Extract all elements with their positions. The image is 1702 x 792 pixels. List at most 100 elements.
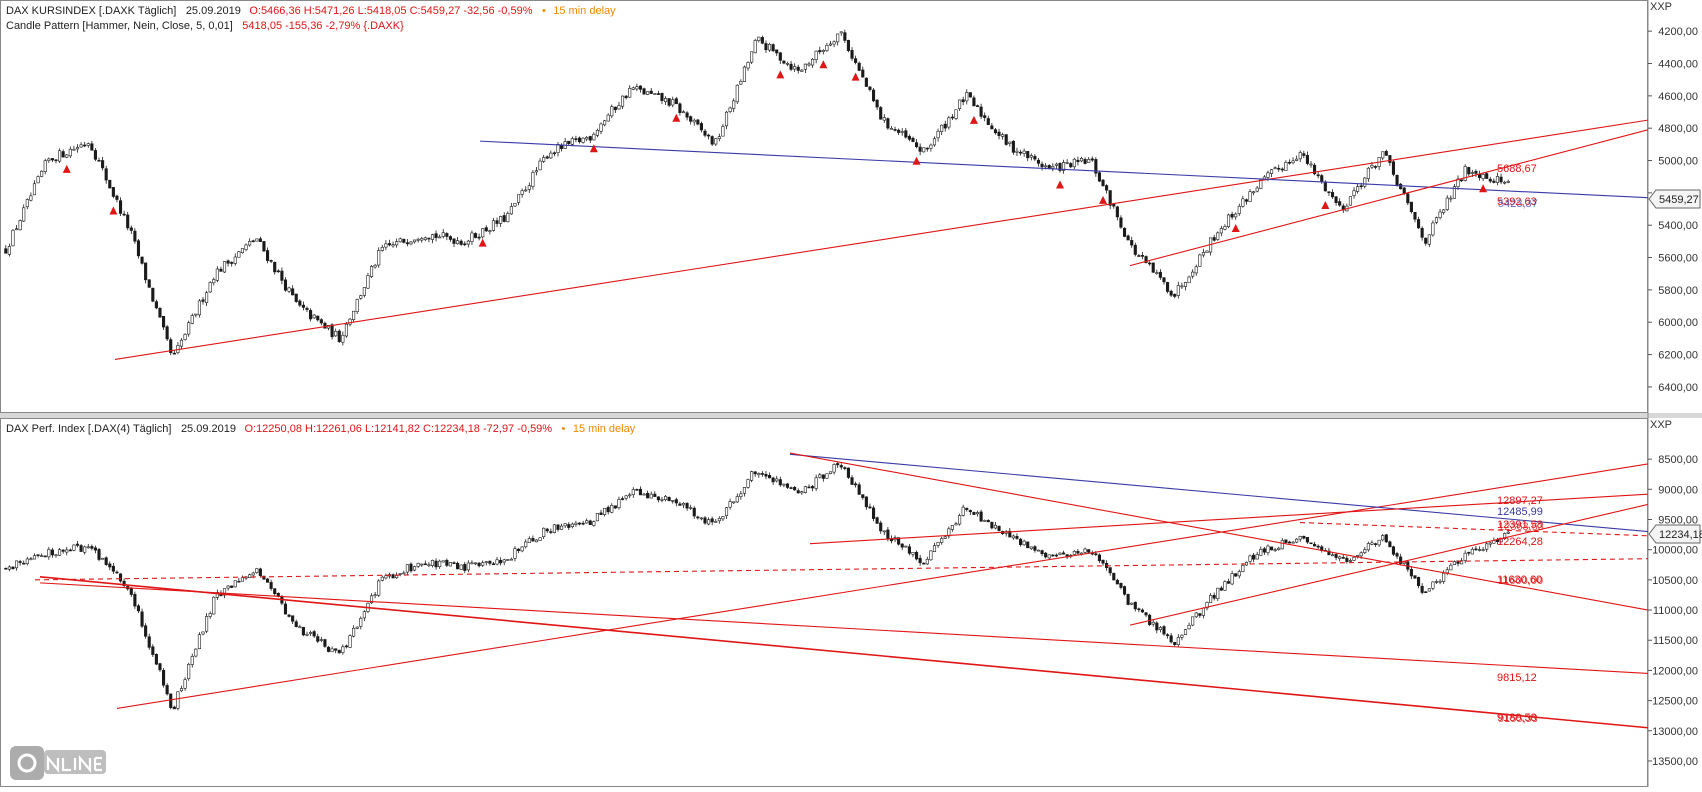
candle (811, 486, 815, 489)
trendline[interactable] (1129, 129, 1648, 267)
candle (208, 613, 212, 617)
panel-splitter[interactable] (0, 413, 1702, 418)
candle (1194, 612, 1198, 618)
hammer-signal-triangle (1231, 224, 1240, 233)
candle (1474, 171, 1478, 174)
candle (832, 41, 836, 45)
candle (965, 507, 969, 510)
candle (592, 133, 596, 141)
candle (395, 575, 399, 579)
hammer-signal-triangle (1099, 195, 1108, 204)
candle (1201, 607, 1205, 616)
candle (380, 576, 384, 581)
candle (1158, 271, 1162, 278)
candle (674, 499, 678, 504)
candle (646, 492, 650, 499)
candle (861, 494, 865, 498)
candle (1287, 541, 1292, 544)
candle (40, 555, 44, 557)
candle (352, 310, 356, 321)
candle (1366, 167, 1370, 179)
candle (1434, 581, 1439, 583)
candle (811, 58, 815, 66)
candle (488, 230, 492, 232)
candle (334, 648, 338, 651)
candle (147, 636, 151, 648)
candle (879, 522, 883, 532)
trendline[interactable] (789, 453, 1648, 533)
trendline[interactable] (34, 558, 1648, 581)
candle (506, 213, 510, 223)
candle (818, 50, 822, 53)
trendline[interactable] (809, 493, 1648, 545)
candle (1130, 602, 1134, 605)
candle (656, 93, 660, 95)
candle (785, 63, 790, 65)
candle (1449, 564, 1453, 571)
candle (43, 160, 47, 172)
hammer-signal-triangle (672, 113, 681, 122)
candle (710, 518, 714, 523)
candle (43, 555, 47, 558)
candle (111, 187, 115, 197)
candle (1488, 542, 1492, 545)
candle (592, 521, 596, 526)
candle (520, 190, 524, 195)
trendline[interactable] (114, 119, 1648, 360)
trendline[interactable] (789, 452, 1648, 611)
candle (904, 130, 908, 138)
candle (445, 233, 449, 237)
candle (509, 206, 513, 215)
trendline[interactable] (479, 140, 1648, 199)
candle (115, 195, 119, 200)
y-tick-label: 5800,00 (1658, 285, 1698, 297)
candle (1359, 552, 1363, 557)
candle (377, 580, 381, 596)
candle (1108, 567, 1112, 574)
candle (1348, 560, 1352, 562)
candle (190, 656, 194, 665)
candle (846, 467, 850, 478)
candle (1388, 541, 1392, 548)
candle (11, 566, 15, 570)
candle (258, 568, 262, 577)
candle (348, 635, 352, 648)
candle (620, 95, 625, 107)
candle (997, 525, 1001, 531)
trendline[interactable] (116, 463, 1648, 709)
trendline[interactable] (1299, 521, 1648, 537)
candle (1305, 154, 1309, 164)
candle (599, 512, 603, 515)
trendline[interactable] (39, 582, 1648, 674)
trendline[interactable] (39, 576, 1648, 729)
candle (1255, 554, 1259, 560)
candle (1169, 635, 1173, 643)
candle (226, 260, 230, 264)
candle (968, 92, 972, 98)
candle (25, 558, 29, 565)
candle (961, 99, 965, 103)
candle (1187, 625, 1191, 630)
candle (685, 112, 689, 118)
trendline[interactable] (1129, 503, 1648, 626)
candle (649, 90, 653, 94)
candle (1097, 554, 1101, 562)
candle (104, 557, 108, 565)
candle (750, 471, 754, 481)
candle (728, 501, 732, 508)
candle (1209, 595, 1213, 604)
candle (169, 693, 173, 708)
candle (1076, 551, 1080, 554)
candle (954, 109, 958, 119)
candle (312, 314, 316, 319)
candle (889, 127, 894, 130)
candle (162, 670, 166, 686)
candle (1054, 554, 1058, 557)
candle (861, 69, 865, 78)
candle (638, 85, 643, 90)
candle (742, 66, 747, 82)
candle (635, 86, 639, 90)
candle (832, 464, 836, 473)
candle (215, 268, 219, 281)
candle (897, 129, 901, 133)
